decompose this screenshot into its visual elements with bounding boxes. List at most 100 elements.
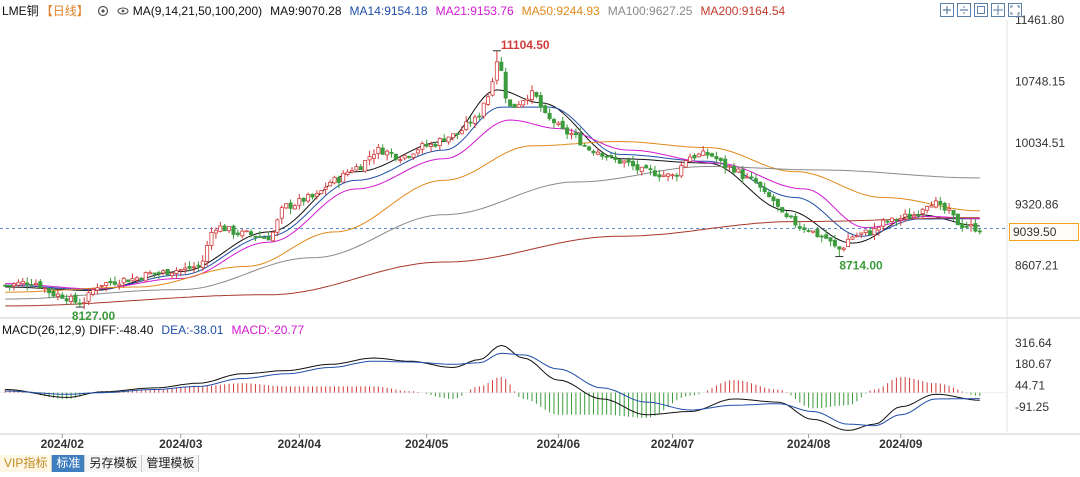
candle-body (464, 121, 469, 131)
ma9-value: MA9:9070.28 (270, 4, 342, 18)
candle-body (455, 133, 460, 136)
candle-body (670, 174, 675, 177)
tab-save-template[interactable]: 另存模板 (85, 455, 143, 472)
candle-body (319, 190, 324, 195)
settings-icon[interactable] (97, 5, 109, 17)
candle-body (244, 230, 249, 233)
x-tick-label: 2024/02 (41, 437, 85, 451)
price-y-tick-label: 10748.15 (1015, 74, 1065, 88)
candle-body (573, 132, 578, 135)
candle-body (832, 239, 837, 247)
candle-body (428, 143, 433, 147)
candle-body (108, 280, 113, 284)
x-tick-label: 2024/06 (537, 437, 581, 451)
candle-body (178, 269, 183, 272)
candle-body (710, 153, 715, 157)
tab-vip-indicators[interactable]: VIP指标 (0, 455, 53, 472)
ma50-line (5, 140, 980, 293)
candle-body (389, 151, 394, 154)
macd-y-tick-label: 44.71 (1015, 379, 1045, 393)
candle-body (802, 227, 807, 230)
candle-body (951, 209, 956, 216)
candle-body (472, 116, 477, 124)
candle-body (33, 282, 38, 285)
candle-body (187, 265, 192, 269)
candle-body (969, 223, 974, 227)
candle-body (521, 100, 526, 106)
candle-body (73, 294, 78, 303)
fullscreen-icon[interactable] (1008, 3, 1022, 17)
candle-body (819, 235, 824, 238)
candle-body (701, 150, 706, 156)
candle-body (644, 165, 649, 169)
ma-label: MA(9,14,21,50,100,200) (132, 4, 263, 18)
candle-body (604, 155, 609, 158)
x-tick-label: 2024/05 (405, 437, 449, 451)
candle-body (587, 146, 592, 151)
candle-body (209, 232, 214, 246)
candle-body (578, 133, 583, 146)
candle-body (358, 166, 363, 170)
candle-body (859, 232, 864, 235)
candle-body (437, 138, 442, 146)
candle-body (332, 176, 337, 184)
candle-body (407, 156, 412, 158)
candle-body (95, 287, 100, 291)
zoom-out-icon[interactable] (957, 3, 971, 17)
price-legend: LME铜 【日线】 MA(9,14,21,50,100,200) MA9:907… (2, 3, 785, 19)
ma21-line (5, 119, 980, 290)
candle-body (846, 238, 851, 248)
tab-manage-templates[interactable]: 管理模板 (142, 455, 200, 472)
candle-body (499, 61, 504, 71)
candle-body (543, 105, 548, 113)
candle-body (477, 115, 482, 118)
candle-body (82, 302, 87, 304)
candle-body (679, 165, 684, 177)
instrument-title[interactable]: LME铜 (2, 4, 39, 18)
candle-body (345, 171, 350, 175)
candle-body (130, 278, 135, 282)
candle-body (552, 119, 557, 124)
candle-body (652, 170, 657, 177)
fit-icon[interactable] (974, 3, 988, 17)
candle-body (806, 230, 811, 232)
macd-label: MACD(26,12,9) (2, 323, 86, 337)
candle-body (253, 235, 258, 238)
candle-body (595, 151, 600, 155)
candle-body (898, 217, 903, 221)
candle-body (732, 166, 737, 173)
candle-body (942, 202, 947, 211)
candle-body (257, 236, 262, 238)
macd-y-tick-label: 180.67 (1015, 357, 1052, 371)
eye-icon[interactable] (117, 5, 129, 17)
price-y-tick-label: 9320.86 (1015, 197, 1059, 211)
candle-body (55, 293, 60, 297)
x-tick-label: 2024/04 (278, 437, 322, 451)
price-y-tick-label: 8607.21 (1015, 259, 1059, 273)
candle-body (262, 237, 267, 239)
candle-body (25, 282, 30, 285)
candle-body (336, 177, 341, 183)
candle-body (933, 200, 938, 208)
candle-body (525, 98, 530, 101)
zoom-in-icon[interactable] (940, 3, 954, 17)
period-tag[interactable]: 【日线】 (40, 4, 89, 18)
candle-body (666, 173, 671, 177)
candle-body (973, 223, 978, 232)
candle-body (854, 235, 859, 238)
tab-standard[interactable]: 标准 (52, 455, 86, 472)
macd-y-tick-label: -91.25 (1015, 400, 1049, 414)
candle-body (248, 231, 253, 235)
candle-body (468, 121, 473, 124)
candle-body (200, 260, 205, 268)
candle-body (530, 90, 535, 101)
candle-body (143, 272, 148, 282)
candle-body (885, 220, 890, 223)
split-icon[interactable] (991, 3, 1005, 17)
macd-dea-line (5, 352, 980, 427)
candle-body (420, 143, 425, 150)
candle-body (99, 284, 104, 287)
x-tick-label: 2024/07 (651, 437, 695, 451)
candle-body (868, 230, 873, 236)
